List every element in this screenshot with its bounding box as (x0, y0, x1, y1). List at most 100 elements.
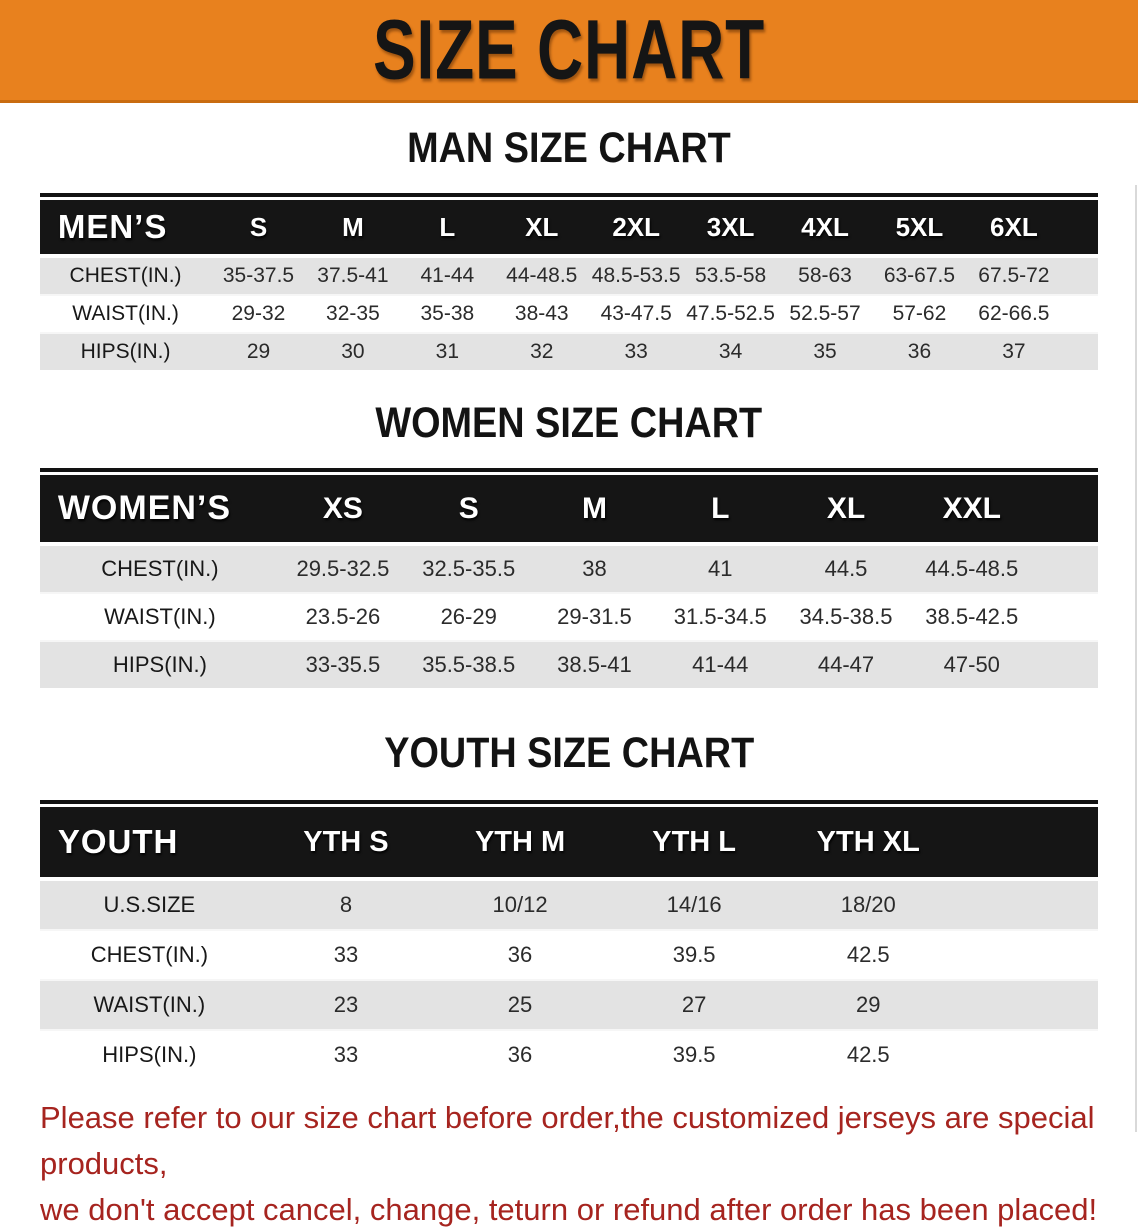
measurement-row: WAIST(IN.) 29-32 32-35 35-38 38-43 43-47.5 47.… (39, 294, 1099, 334)
size-value: 31 (400, 332, 495, 371)
man-size-chart-heading: MAN SIZE CHART (407, 124, 731, 172)
size-value: 44.5 (824, 556, 868, 582)
size-column-header: YTH S (258, 807, 433, 882)
filler-cell (955, 979, 1099, 1031)
size-value: 35-37.5 (222, 264, 295, 288)
women-size-chart-heading: WOMEN SIZE CHART (375, 399, 763, 448)
size-value: 14/16 (666, 892, 722, 918)
measurement-row: U.S.SIZE 8 10/12 14/16 18/20 (39, 879, 1099, 931)
size-value: 33-35.5 (280, 640, 406, 689)
size-column-header: M (531, 475, 658, 547)
size-value: 48.5-53.5 (591, 264, 681, 288)
filler-cell (1061, 294, 1099, 334)
size-value: 47-50 (908, 640, 1035, 689)
size-value: 53.5-58 (694, 264, 767, 288)
size-column-header: XS (280, 475, 406, 547)
size-value: 44.5-48.5 (925, 556, 1019, 582)
youth-size-table: YOUTH YTH S YTH M YTH L YTH XL U.S.SIZE 8 10/12… (39, 807, 1099, 1080)
size-value: 8 (339, 892, 353, 918)
size-value: 23.5-26 (280, 592, 406, 642)
size-value: 32 (494, 332, 589, 371)
size-value: 38.5-41 (531, 640, 658, 689)
size-column-header: S (405, 475, 532, 547)
youth-size-chart-heading: YOUTH SIZE CHART (383, 729, 754, 778)
size-value: 27 (607, 979, 782, 1031)
row-label: WAIST(IN.) (39, 294, 212, 334)
row-label: CHEST(IN.) (69, 264, 182, 288)
size-column-header: XL (783, 475, 909, 547)
page-edge-line (1135, 185, 1137, 1132)
header-row: MEN’S S M L XL 2XL 3XL 4XL 5XL 6XL (39, 200, 1099, 259)
row-label: WAIST(IN.) (39, 592, 281, 642)
row-label: WAIST(IN.) (39, 979, 259, 1031)
size-column-header: XXL (908, 475, 1035, 547)
row-label: CHEST(IN.) (39, 929, 259, 981)
table-group-label: WOMEN’S (39, 475, 281, 547)
table-group-label: MEN’S (39, 200, 212, 259)
size-value: 35-38 (400, 294, 495, 334)
size-value: 33 (258, 929, 433, 981)
size-column-header: L (657, 475, 784, 547)
size-value: 29 (211, 332, 306, 371)
measurement-row: HIPS(IN.) 33-35.5 35.5-38.5 38.5-41 41-44 44-… (39, 640, 1099, 689)
size-value: 37.5-41 (317, 264, 389, 288)
size-value: 41-44 (420, 264, 475, 288)
filler-cell (955, 879, 1098, 930)
size-column-header: 6XL (966, 200, 1062, 259)
size-column-header: YTH XL (781, 807, 956, 882)
size-value: 57-62 (872, 294, 967, 334)
size-value: 34 (683, 332, 778, 371)
measurement-row: HIPS(IN.) 33 36 39.5 42.5 (39, 1029, 1099, 1080)
size-value: 34.5-38.5 (783, 592, 909, 642)
row-label: U.S.SIZE (103, 892, 196, 918)
size-value: 29.5-32.5 (296, 556, 390, 582)
size-column-header: M (305, 200, 401, 259)
order-disclaimer: Please refer to our size chart before or… (40, 1095, 1108, 1232)
filler-cell (1034, 592, 1099, 642)
size-value: 42.5 (781, 929, 956, 981)
size-value: 47.5-52.5 (683, 294, 778, 334)
size-value: 29-31.5 (531, 592, 658, 642)
size-value: 30 (305, 332, 401, 371)
size-value: 38 (582, 556, 607, 582)
filler-cell (1061, 256, 1098, 295)
disclaimer-line-2: we don't accept cancel, change, teturn o… (40, 1191, 1098, 1227)
women-size-table-wrap: WOMEN’S XS S M L XL XXL CHEST(IN.) 29.5-32.5 32.5… (39, 468, 1099, 689)
size-value: 25 (433, 979, 608, 1031)
size-value: 29 (781, 979, 956, 1031)
disclaimer-line-1: Please refer to our size chart before or… (40, 1100, 1095, 1181)
size-value: 52.5-57 (777, 294, 873, 334)
size-value: 38.5-42.5 (908, 592, 1035, 642)
measurement-row: CHEST(IN.) 33 36 39.5 42.5 (39, 929, 1099, 981)
header-row: YOUTH YTH S YTH M YTH L YTH XL (39, 807, 1099, 882)
filler-cell (955, 807, 1099, 882)
size-value: 33 (588, 332, 684, 371)
filler-cell (955, 1029, 1099, 1080)
size-value: 43-47.5 (588, 294, 684, 334)
size-column-header: XL (494, 200, 589, 259)
size-value: 32-35 (305, 294, 401, 334)
measurement-row: HIPS(IN.) 29 30 31 32 33 34 35 36 37 (39, 332, 1099, 371)
measurement-row: CHEST(IN.) 29.5-32.5 32.5-35.5 38 41 44.5 44.5… (39, 544, 1099, 594)
size-value: 41-44 (657, 640, 784, 689)
size-column-header: 5XL (872, 200, 967, 259)
size-column-header: YTH M (433, 807, 608, 882)
size-column-header: 2XL (588, 200, 684, 259)
size-value: 36 (433, 1029, 608, 1080)
row-label: HIPS(IN.) (39, 640, 281, 689)
size-chart-banner: SIZE CHART (0, 0, 1138, 103)
size-value: 23 (258, 979, 433, 1031)
size-value: 62-66.5 (966, 294, 1062, 334)
size-value: 63-67.5 (883, 264, 956, 288)
size-value: 29-32 (211, 294, 306, 334)
measurement-row: WAIST(IN.) 23.5-26 26-29 29-31.5 31.5-34.5 34… (39, 592, 1099, 642)
size-value: 18/20 (840, 892, 896, 918)
table-group-label: YOUTH (39, 807, 259, 882)
filler-cell (1061, 332, 1099, 371)
filler-cell (955, 929, 1099, 981)
men-size-table-wrap: MEN’S S M L XL 2XL 3XL 4XL 5XL 6XL CHEST(IN.) 35-37… (39, 193, 1099, 371)
header-row: WOMEN’S XS S M L XL XXL (39, 475, 1099, 547)
measurement-row: WAIST(IN.) 23 25 27 29 (39, 979, 1099, 1031)
filler-cell (1034, 640, 1099, 689)
size-value: 67.5-72 (978, 264, 1050, 288)
